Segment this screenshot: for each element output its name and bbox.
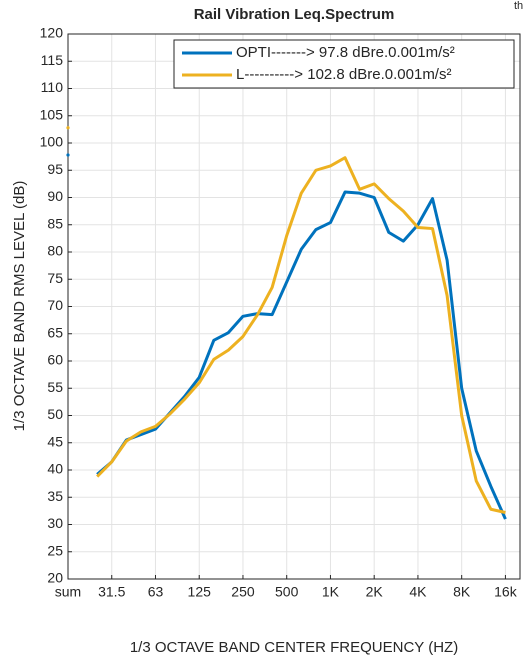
legend-label: OPTI-------> 97.8 dBre.0.001m/s² <box>236 44 455 61</box>
x-tick-label: 16k <box>494 584 518 600</box>
y-axis-label: 1/3 OCTAVE BAND RMS LEVEL (dB) <box>11 181 28 432</box>
x-tick-label: 2K <box>366 584 384 600</box>
y-tick-label: 25 <box>47 542 63 558</box>
y-tick-label: 115 <box>41 52 64 68</box>
x-tick-label: 8K <box>453 584 471 600</box>
x-tick-label: 31.5 <box>98 584 125 600</box>
plot-border <box>67 33 521 580</box>
y-tick-label: 55 <box>47 379 63 395</box>
annotation: th <box>514 0 523 12</box>
y-tick-label: 85 <box>47 215 63 231</box>
series-line <box>96 156 506 514</box>
y-tick-label: 90 <box>47 188 63 204</box>
legend-label: L----------> 102.8 dBre.0.001m/s² <box>236 66 451 83</box>
x-tick-label: 500 <box>275 584 299 600</box>
y-tick-label: 30 <box>47 515 63 531</box>
y-tick-label: 75 <box>47 270 63 286</box>
x-tick-label: 250 <box>231 584 255 600</box>
point <box>66 126 70 130</box>
y-tick-label: 20 <box>47 570 63 586</box>
y-tick-label: 95 <box>47 161 63 177</box>
x-tick-label: 125 <box>188 584 212 600</box>
y-tick-label: 60 <box>47 352 63 368</box>
y-tick-label: 35 <box>47 488 63 504</box>
y-tick-label: 65 <box>47 324 63 340</box>
y-tick-label: 40 <box>47 461 63 477</box>
point <box>66 153 70 157</box>
x-tick-label: 1K <box>322 584 340 600</box>
y-tick-label: 70 <box>47 297 63 313</box>
x-tick-label: 63 <box>148 584 164 600</box>
legend: OPTI-------> 97.8 dBre.0.001m/s² L-------… <box>173 39 515 89</box>
x-tick-label: sum <box>55 584 81 600</box>
x-axis-label: 1/3 OCTAVE BAND CENTER FREQUENCY (HZ) <box>130 639 458 656</box>
chart-title: Rail Vibration Leq.Spectrum <box>194 6 395 23</box>
y-tick-label: 110 <box>41 79 64 95</box>
legend-box <box>173 39 515 89</box>
y-tick-label: 80 <box>47 243 63 259</box>
y-tick-label: 105 <box>40 106 64 122</box>
y-tick-label: 100 <box>40 134 64 150</box>
y-tick-label: 45 <box>47 433 63 449</box>
y-tick-label: 120 <box>40 25 64 41</box>
y-tick-label: 50 <box>47 406 63 422</box>
x-tick-label: 4K <box>409 584 427 600</box>
